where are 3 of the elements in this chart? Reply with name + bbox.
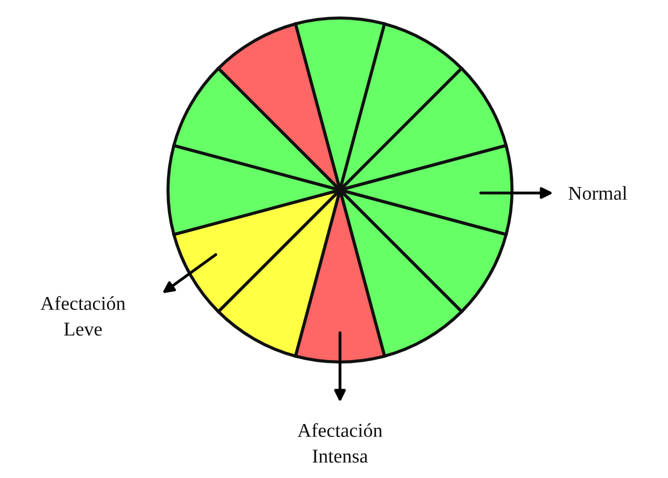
- text: Afectación Intensa: [298, 423, 382, 463]
- text: Afectación Leve: [40, 296, 126, 336]
- text: Normal: [568, 186, 628, 200]
